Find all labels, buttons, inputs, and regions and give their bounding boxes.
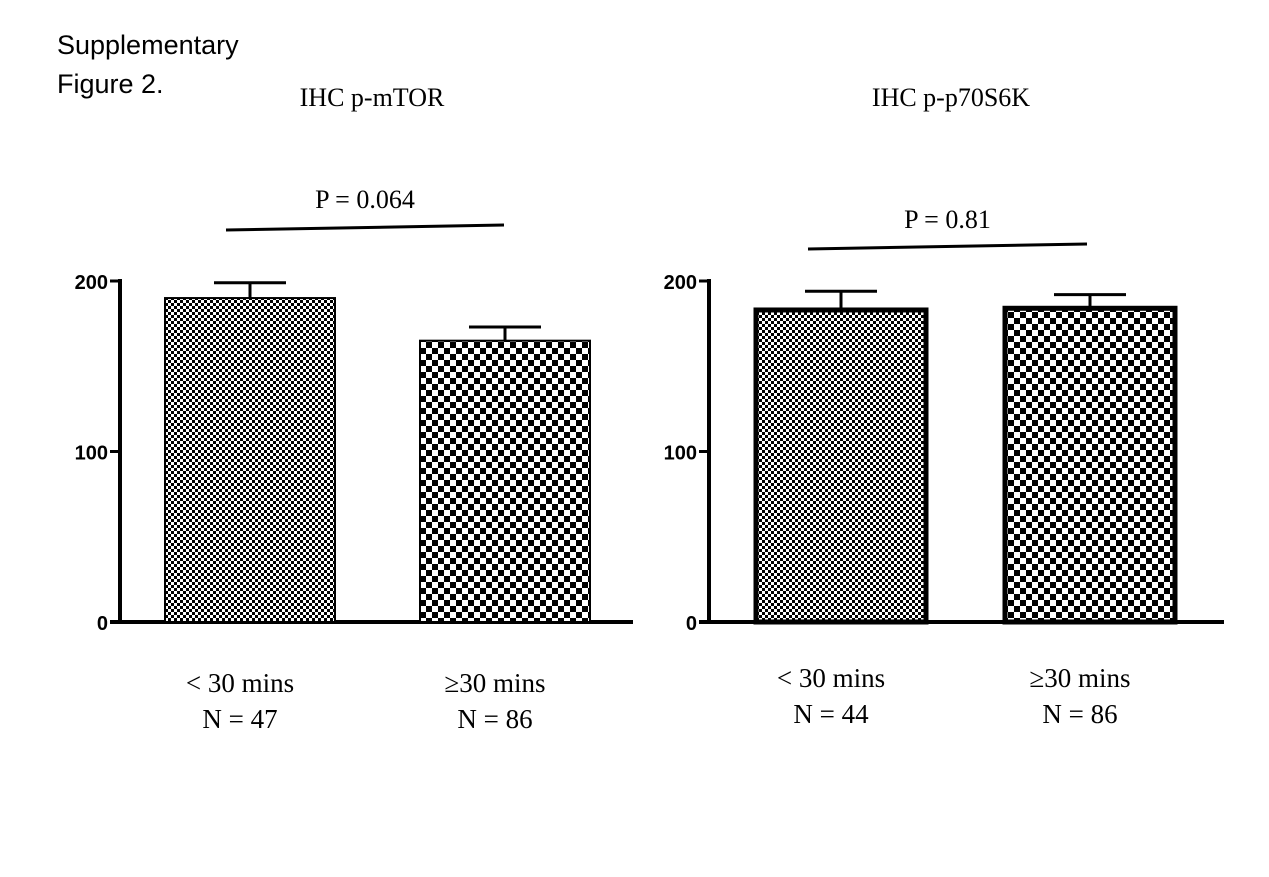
y-tick-label: 100 bbox=[664, 443, 697, 465]
bar bbox=[1002, 305, 1178, 625]
figure-label-line1: Supplementary bbox=[57, 30, 239, 60]
y-tick-label: 100 bbox=[75, 443, 108, 465]
p-value-label: P = 0.064 bbox=[315, 185, 415, 214]
n-label: N = 44 bbox=[793, 699, 869, 729]
figure-label-line2: Figure 2. bbox=[57, 69, 164, 99]
y-tick-label: 0 bbox=[686, 613, 697, 635]
n-label: N = 47 bbox=[202, 704, 277, 734]
n-label: N = 86 bbox=[457, 704, 532, 734]
figure-label: Supplementary Figure 2. bbox=[57, 26, 239, 104]
bar bbox=[164, 297, 336, 623]
chart-title: IHC p-mTOR bbox=[300, 83, 445, 112]
y-tick-label: 0 bbox=[97, 613, 108, 635]
chart-title: IHC p-p70S6K bbox=[872, 83, 1030, 112]
y-tick-label: 200 bbox=[664, 272, 697, 294]
category-label: ≥30 mins bbox=[1029, 663, 1130, 693]
category-label: ≥30 mins bbox=[444, 668, 545, 698]
category-label: < 30 mins bbox=[186, 668, 294, 698]
significance-line bbox=[225, 223, 505, 232]
significance-line bbox=[807, 242, 1088, 251]
n-label: N = 86 bbox=[1042, 699, 1117, 729]
y-tick-label: 200 bbox=[75, 272, 108, 294]
bar bbox=[419, 339, 591, 623]
bar bbox=[753, 307, 929, 625]
p-value-label: P = 0.81 bbox=[904, 205, 991, 234]
category-label: < 30 mins bbox=[777, 663, 885, 693]
